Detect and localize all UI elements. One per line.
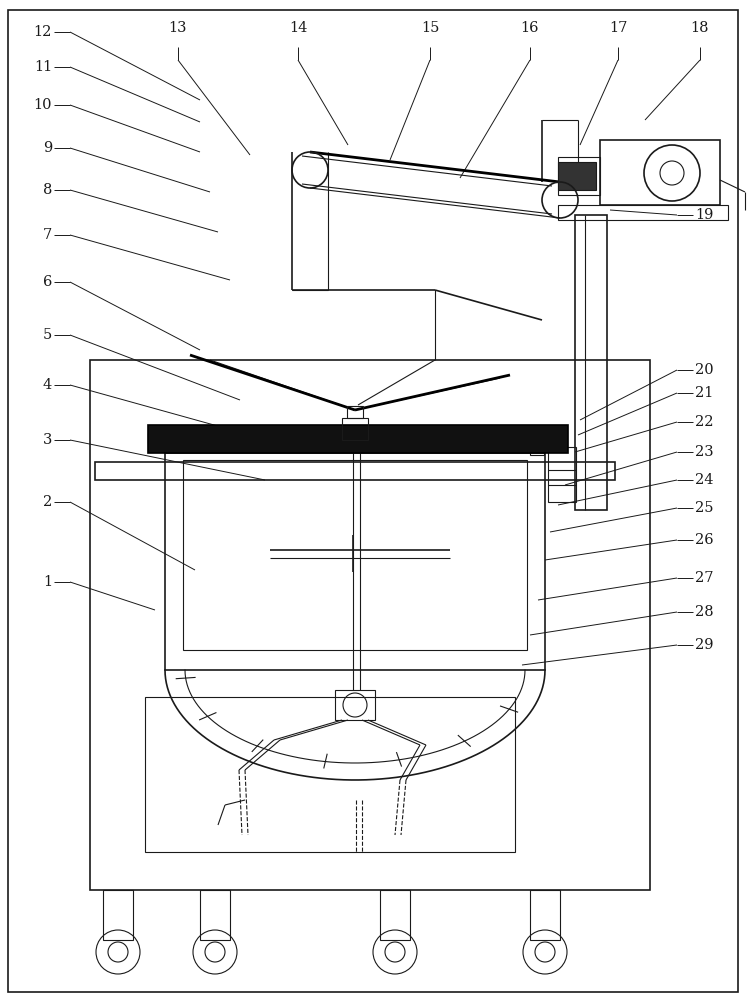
Text: 12: 12 [34,25,52,39]
Text: 11: 11 [34,60,52,74]
Bar [165,453,545,670]
Text: 1: 1 [43,575,52,589]
Bar [200,890,230,940]
Text: 26: 26 [695,533,713,547]
Text: 23: 23 [695,445,713,459]
Text: 10: 10 [34,98,52,112]
Bar [548,447,576,502]
Text: 16: 16 [521,21,539,35]
Text: 6: 6 [43,275,52,289]
Text: 15: 15 [421,21,439,35]
Bar [342,418,368,440]
Bar [347,406,363,418]
Bar [600,140,720,205]
Text: 24: 24 [695,473,713,487]
Text: 28: 28 [695,605,713,619]
Text: 29: 29 [695,638,713,652]
Bar [148,425,568,453]
Text: 13: 13 [169,21,187,35]
Bar [380,890,410,940]
Text: 27: 27 [695,571,713,585]
Bar [575,215,607,510]
Bar [558,205,728,220]
Text: 2: 2 [43,495,52,509]
Bar [103,890,133,940]
Text: 17: 17 [609,21,627,35]
Text: 9: 9 [43,141,52,155]
Bar [90,360,650,890]
Bar [558,162,596,190]
Text: 19: 19 [695,208,713,222]
Text: 4: 4 [43,378,52,392]
Text: 20: 20 [695,363,713,377]
Bar [335,690,375,720]
Text: 3: 3 [43,433,52,447]
Text: 8: 8 [43,183,52,197]
Text: 21: 21 [695,386,713,400]
Bar [148,433,193,443]
Text: 5: 5 [43,328,52,342]
Bar [530,437,544,455]
Bar [515,433,545,443]
Text: 7: 7 [43,228,52,242]
Bar [558,157,600,195]
Text: 25: 25 [695,501,713,515]
Bar [145,697,515,852]
Text: 22: 22 [695,415,713,429]
Bar [183,460,527,650]
Bar [530,890,560,940]
Bar [148,433,160,451]
Text: 18: 18 [691,21,709,35]
Bar [95,462,615,480]
Text: 14: 14 [289,21,307,35]
